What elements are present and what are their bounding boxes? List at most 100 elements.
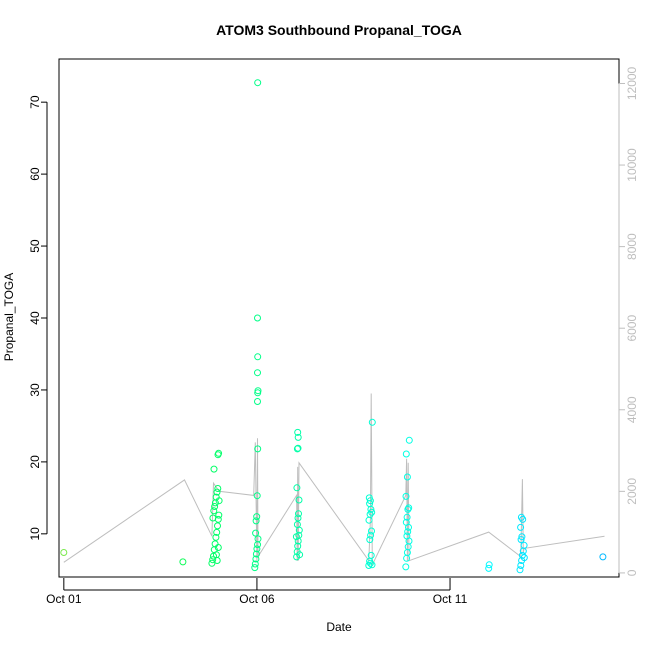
data-point bbox=[215, 511, 223, 519]
data-point bbox=[517, 523, 525, 531]
data-point bbox=[254, 369, 261, 377]
y-axis-label: Propanal_TOGA bbox=[2, 273, 16, 362]
data-point bbox=[366, 559, 374, 567]
data-point bbox=[252, 555, 260, 563]
y2-tick-label: 0 bbox=[625, 569, 639, 576]
data-point bbox=[213, 528, 221, 536]
data-point bbox=[517, 562, 525, 569]
data-point bbox=[60, 549, 68, 556]
data-point bbox=[518, 533, 526, 541]
data-point bbox=[254, 79, 262, 87]
y2-tick-label: 4000 bbox=[625, 396, 639, 423]
data-point bbox=[294, 514, 302, 522]
data-point bbox=[599, 553, 607, 561]
data-point bbox=[520, 541, 528, 549]
data-point bbox=[253, 492, 261, 500]
data-point bbox=[403, 513, 411, 521]
data-point bbox=[405, 504, 413, 512]
data-point bbox=[211, 540, 219, 548]
y2-tick-label: 8000 bbox=[625, 233, 639, 260]
data-point bbox=[402, 450, 410, 458]
data-point bbox=[254, 314, 261, 322]
data-point bbox=[295, 496, 303, 504]
y2-tick-label: 10000 bbox=[625, 148, 639, 182]
data-point bbox=[253, 545, 261, 553]
data-point bbox=[368, 418, 376, 426]
chart-title: ATOM3 Southbound Propanal_TOGA bbox=[216, 22, 462, 38]
data-point bbox=[518, 551, 526, 559]
data-point bbox=[520, 554, 528, 562]
data-point bbox=[215, 497, 223, 505]
y-tick-label: 60 bbox=[28, 167, 42, 181]
data-point bbox=[365, 562, 373, 569]
data-point bbox=[517, 536, 525, 544]
data-point bbox=[485, 561, 493, 569]
data-point bbox=[252, 550, 260, 558]
data-point bbox=[294, 542, 302, 550]
data-point bbox=[367, 531, 375, 539]
y2-tick-label: 2000 bbox=[625, 478, 639, 505]
axes-layer: Oct 01 Oct 06 Oct 11 10 20 30 40 50 60 70 0 2000 400… bbox=[28, 58, 639, 606]
data-point bbox=[252, 517, 260, 525]
data-point bbox=[251, 560, 259, 568]
data-point bbox=[210, 507, 218, 515]
data-point bbox=[214, 522, 221, 530]
data-point bbox=[254, 387, 262, 395]
data-point bbox=[211, 503, 219, 510]
data-point bbox=[209, 514, 217, 522]
data-point bbox=[254, 535, 262, 543]
data-point bbox=[213, 557, 221, 564]
y-tick-label: 30 bbox=[28, 383, 42, 397]
data-point bbox=[208, 559, 216, 567]
data-point bbox=[294, 433, 302, 441]
data-point bbox=[214, 485, 222, 492]
data-point bbox=[403, 473, 411, 481]
data-point bbox=[251, 564, 259, 572]
data-point bbox=[252, 529, 260, 537]
y-tick-label: 40 bbox=[28, 311, 42, 325]
altitude-line bbox=[63, 393, 605, 566]
data-point bbox=[365, 516, 373, 524]
data-point bbox=[254, 445, 262, 453]
data-point bbox=[293, 484, 301, 492]
data-point bbox=[253, 513, 261, 521]
altitude-line-layer bbox=[63, 393, 605, 566]
data-point bbox=[293, 445, 301, 453]
data-point bbox=[292, 533, 300, 541]
y-tick-label: 20 bbox=[28, 455, 42, 469]
data-point bbox=[295, 510, 302, 518]
plot-frame bbox=[58, 58, 620, 578]
y-tick-label: 50 bbox=[28, 239, 42, 253]
data-point bbox=[214, 544, 222, 551]
data-point bbox=[368, 508, 376, 516]
data-point bbox=[209, 556, 217, 564]
data-point bbox=[212, 533, 220, 541]
data-point bbox=[402, 563, 410, 571]
data-point bbox=[293, 521, 301, 528]
data-point bbox=[214, 451, 222, 459]
y2-tick-label: 12000 bbox=[625, 66, 639, 100]
data-point bbox=[485, 564, 493, 572]
data-point bbox=[402, 518, 410, 526]
data-point bbox=[179, 558, 187, 566]
data-point bbox=[366, 536, 374, 544]
x-axis-label: Date bbox=[326, 620, 352, 634]
data-point bbox=[254, 353, 262, 361]
data-point bbox=[367, 551, 375, 559]
data-point bbox=[405, 436, 413, 444]
data-point bbox=[403, 532, 411, 540]
data-point bbox=[366, 510, 374, 518]
data-point bbox=[368, 527, 375, 535]
y2-tick-label: 6000 bbox=[625, 315, 639, 342]
data-point bbox=[294, 444, 302, 452]
data-point bbox=[365, 494, 373, 502]
data-point bbox=[516, 566, 524, 574]
data-point bbox=[402, 492, 410, 500]
x-tick-label: Oct 06 bbox=[239, 592, 275, 606]
scatter-points-layer bbox=[60, 79, 607, 574]
data-point bbox=[294, 428, 302, 436]
data-point bbox=[296, 551, 304, 559]
data-point bbox=[210, 465, 218, 473]
data-point bbox=[213, 488, 221, 496]
y-tick-label: 70 bbox=[28, 95, 42, 109]
